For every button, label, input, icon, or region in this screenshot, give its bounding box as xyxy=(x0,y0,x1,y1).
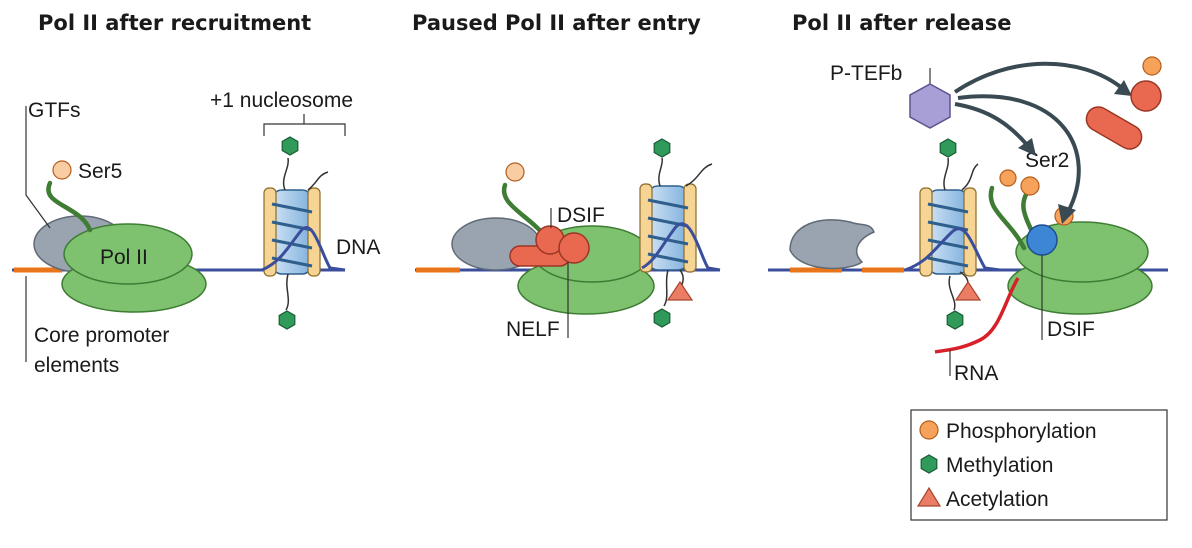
histone-tail-bottom xyxy=(285,273,290,311)
dna-wrap xyxy=(641,222,721,272)
ctd-tail xyxy=(46,180,93,233)
panel-title-release: Pol II after release xyxy=(792,11,1011,35)
nelf-label: NELF xyxy=(506,318,560,341)
ser5-phosphate xyxy=(52,160,72,180)
rna-label: RNA xyxy=(954,362,998,385)
methylation-mark xyxy=(939,138,957,158)
acetylation-mark xyxy=(666,280,694,301)
histone-tail-top xyxy=(658,157,664,187)
nucleosome-label: +1 nucleosome xyxy=(210,89,353,112)
arrow-head xyxy=(1114,80,1132,96)
panel-release: DSIF Ser2 RNA P-TEFb xyxy=(768,56,1168,385)
released-nelf-bar xyxy=(1085,106,1143,150)
histone-tail-top xyxy=(282,157,289,191)
panel-title-paused: Paused Pol II after entry xyxy=(412,11,701,35)
legend-acetylation: Acetylation xyxy=(946,488,1049,511)
arrow-head xyxy=(1058,204,1076,224)
ser5-phosphate xyxy=(505,162,525,182)
histone-tail-top-2 xyxy=(307,171,329,191)
histone-tail-top-2 xyxy=(685,163,713,187)
ser2-label: Ser2 xyxy=(1025,149,1069,172)
histone-tail-top-2 xyxy=(961,163,979,191)
arrow-head xyxy=(1018,138,1036,156)
methylation-mark xyxy=(946,310,964,330)
ptefb-hexagon xyxy=(909,83,951,129)
core-promoter-label-line2: elements xyxy=(34,354,119,377)
nelf-subunit xyxy=(558,232,590,264)
legend-methylation: Methylation xyxy=(946,454,1053,477)
methylation-mark xyxy=(653,138,671,158)
dna-wrap xyxy=(261,226,346,272)
gtfs-label: GTFs xyxy=(28,99,81,122)
phosphate xyxy=(999,169,1017,187)
pol2-label: Pol II xyxy=(100,246,148,269)
rna-transcript xyxy=(934,277,1020,354)
arrow-to-ser2 xyxy=(954,102,1030,148)
acetylation-mark xyxy=(954,280,982,301)
ser5-label: Ser5 xyxy=(78,160,122,183)
gtfs-complex xyxy=(789,219,875,270)
methylation-mark xyxy=(278,310,296,330)
nucleosome-bracket xyxy=(263,114,346,136)
dna-label: DNA xyxy=(336,236,380,259)
legend-box xyxy=(910,409,1168,521)
histone-tail-top xyxy=(943,157,950,191)
arrow-to-nelf xyxy=(953,61,1124,94)
phosphate xyxy=(1142,56,1162,76)
dsif-label: DSIF xyxy=(1047,318,1095,341)
acetylation-icon xyxy=(916,486,942,507)
released-nelf-subunit xyxy=(1130,80,1162,112)
panel-recruitment: Pol II Ser5 GTFs Core promoter elements … xyxy=(12,89,380,377)
phosphorylation-icon xyxy=(919,420,939,440)
ptefb-label: P-TEFb xyxy=(830,62,902,85)
histone-tail-bottom xyxy=(948,275,956,311)
legend: Phosphorylation Methylation Acetylation xyxy=(910,409,1168,521)
dna-wrap xyxy=(904,227,1001,272)
legend-phosphorylation: Phosphorylation xyxy=(946,420,1097,443)
arrow-to-dsif xyxy=(957,94,1081,213)
nucleosome-3 xyxy=(918,186,978,278)
methylation-mark xyxy=(281,136,299,156)
pol2-upper-lobe xyxy=(63,223,193,285)
panel-title-recruitment: Pol II after recruitment xyxy=(38,11,311,35)
ser2-phosphate xyxy=(1020,176,1040,196)
methylation-icon xyxy=(920,454,938,474)
panel-paused: DSIF NELF xyxy=(415,138,721,341)
methylation-mark xyxy=(653,308,671,328)
gtfs-leader-line xyxy=(25,106,51,229)
ctd-tail xyxy=(988,185,1027,251)
dsif-label: DSIF xyxy=(557,204,605,227)
dsif-subunit xyxy=(1026,224,1058,256)
histone-tail-bottom xyxy=(663,269,669,307)
core-promoter-label-line1: Core promoter xyxy=(34,324,169,347)
